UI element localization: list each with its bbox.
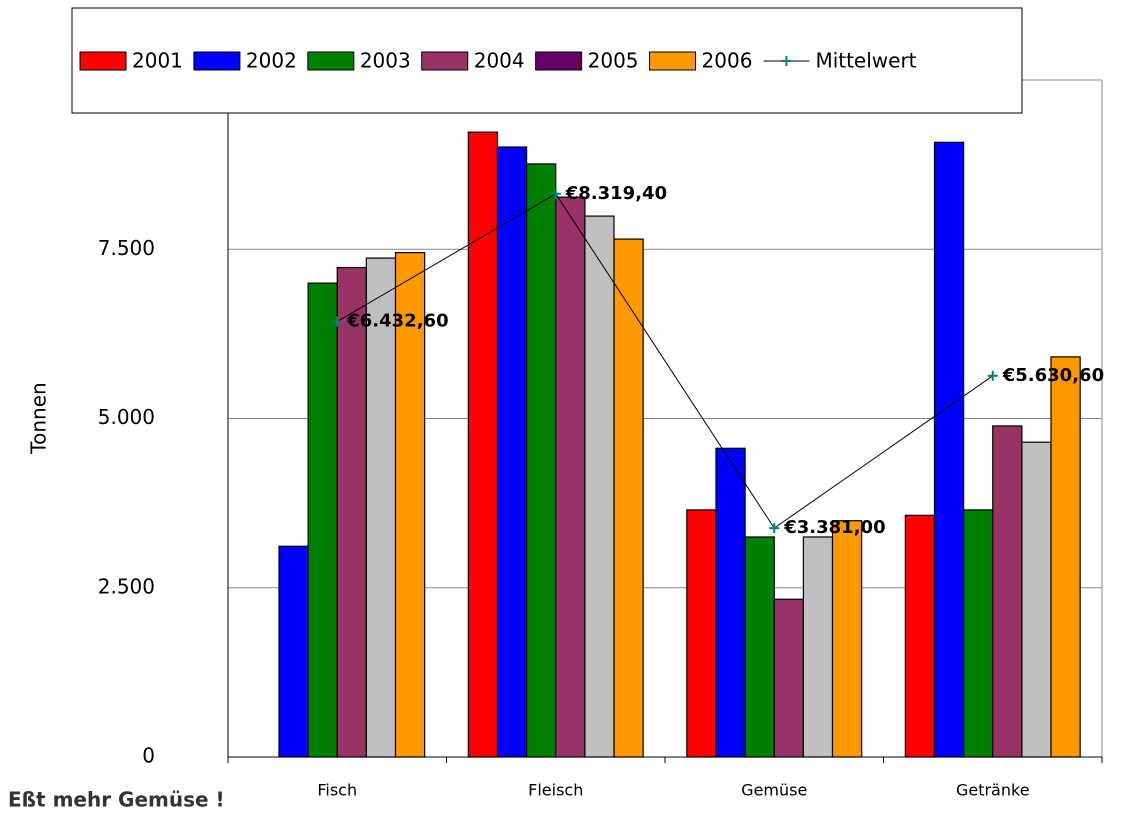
x-tick-label: Fleisch	[528, 781, 583, 800]
x-tick-label: Fisch	[317, 781, 357, 800]
bar	[526, 163, 557, 758]
legend-marker	[781, 56, 792, 66]
bar	[831, 520, 863, 758]
bar	[307, 282, 338, 758]
y-tick-label: 2.500	[98, 574, 155, 598]
legend-swatch	[193, 51, 241, 71]
bar	[802, 536, 834, 758]
bar	[336, 266, 367, 758]
bar	[744, 536, 775, 758]
bar	[1050, 356, 1081, 758]
x-tick-label: Gemüse	[741, 781, 807, 800]
data-label: €5.630,60	[1002, 365, 1104, 386]
bar	[278, 545, 309, 758]
x-tick-label: Getränke	[956, 781, 1030, 800]
mean-line	[336, 193, 994, 529]
legend-label: 2005	[588, 49, 639, 73]
legend-label: 2002	[246, 49, 297, 73]
bar	[1021, 441, 1052, 758]
mean-marker	[769, 523, 780, 534]
bar	[496, 146, 528, 758]
legend-label: 2004	[474, 49, 525, 73]
y-axis-title: Tonnen	[27, 382, 51, 454]
y-tick-label: 0	[142, 744, 155, 768]
data-label: €3.381,00	[783, 517, 885, 538]
bar	[584, 215, 615, 758]
data-label: €6.432,60	[346, 311, 448, 332]
bar	[715, 447, 746, 758]
legend-label: Mittelwert	[815, 49, 916, 73]
legend-label: 2006	[702, 49, 753, 73]
bar	[555, 196, 586, 758]
bar	[686, 509, 717, 758]
mean-marker	[550, 188, 561, 199]
legend-label: 2003	[360, 49, 411, 73]
bar	[613, 238, 644, 758]
y-tick-label: 5.000	[98, 405, 155, 429]
legend-swatch	[307, 51, 355, 71]
bar	[992, 425, 1023, 758]
bar	[394, 252, 426, 758]
bar	[963, 509, 994, 758]
legend-swatch	[649, 51, 697, 71]
legend-label: 2001	[132, 49, 183, 73]
bar	[467, 131, 499, 758]
mean-marker	[987, 370, 998, 381]
footer: Eßt mehr Gemüse !	[8, 788, 225, 812]
bar	[904, 514, 936, 758]
data-label: €8.319,40	[565, 183, 667, 204]
legend-swatch	[79, 51, 127, 71]
y-tick-label: 7.500	[98, 236, 155, 260]
mean-marker	[332, 316, 343, 327]
bar	[365, 257, 397, 758]
bar	[773, 598, 804, 758]
legend-swatch	[421, 51, 469, 71]
bar	[933, 141, 965, 758]
legend-swatch	[535, 51, 583, 71]
